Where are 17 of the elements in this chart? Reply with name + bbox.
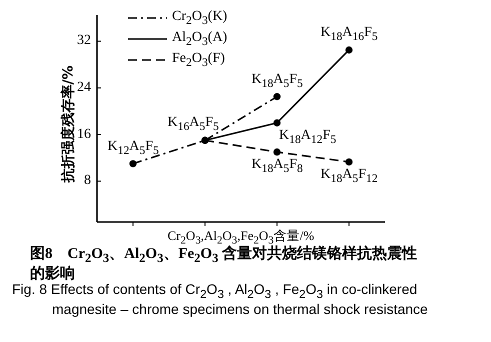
y-tick-label: 32 bbox=[77, 33, 91, 48]
data-label: K$_{18}$A$_{5}$F$_{5}$ bbox=[252, 72, 303, 90]
y-tick-label: 16 bbox=[77, 126, 91, 142]
data-label: K$_{18}$A$_{5}$F$_{8}$ bbox=[252, 157, 303, 175]
data-label: K$_{18}$A$_{12}$F$_{5}$ bbox=[279, 128, 336, 146]
y-tick-label: 24 bbox=[77, 80, 91, 95]
text: Fig. 8 Effects of contents of Cr$_{2}$O$_{3}$ , Al$_{2}$O$_{3}$ , Fe$_{2}$O$_{3}$ in co-clinkered magnesite – chrome specimens on thermal shock resistance bbox=[12, 281, 428, 317]
legend-label: Cr$_{2}$O$_{3}$(K) bbox=[172, 9, 228, 27]
y-tick-label: 8 bbox=[84, 173, 91, 188]
chart-title: 图8 Cr$_{2}$O$_{3}$、Al$_{2}$O$_{3}$、Fe$_{2}$O$_{3}$ 含量对共烧结镁铬样抗热震性的影响 bbox=[30, 246, 418, 282]
data-label: K$_{16}$A$_{5}$F$_{5}$ bbox=[168, 115, 219, 134]
y-axis-title: 抗折强度残存率/% bbox=[60, 64, 76, 182]
data-label: K$_{18}$A$_{16}$F$_{5}$ bbox=[320, 24, 378, 43]
legend-label: Fe$_{2}$O$_{3}$(F) bbox=[172, 51, 225, 69]
data-label: K$_{18}$A$_{5}$F$_{12}$ bbox=[320, 166, 378, 185]
legend-label: Al$_{2}$O$_{3}$(A) bbox=[172, 30, 228, 48]
data-label: K$_{12}$A$_{5}$F$_{5}$ bbox=[108, 138, 159, 156]
